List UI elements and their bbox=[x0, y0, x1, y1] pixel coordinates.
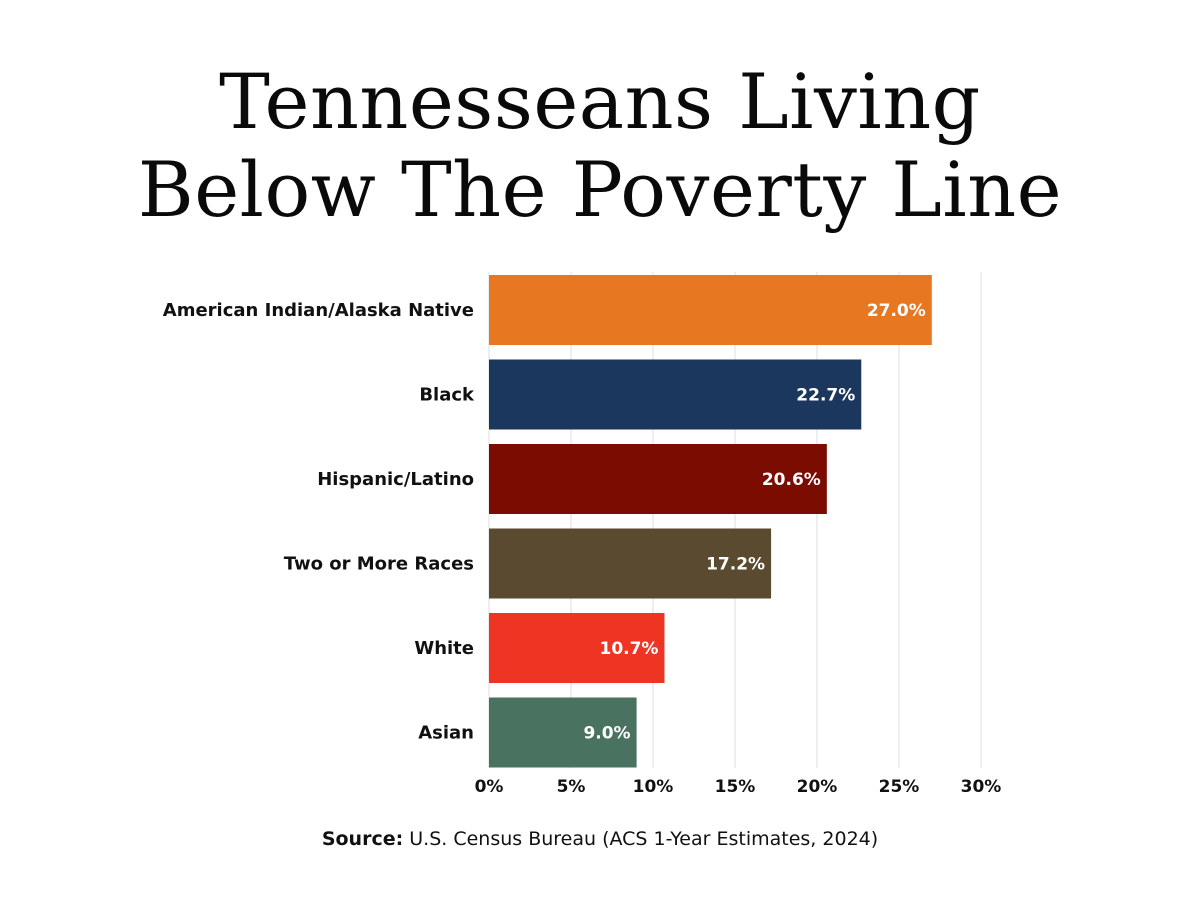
value-label-4: 10.7% bbox=[599, 639, 658, 659]
category-label-1: Black bbox=[419, 385, 475, 406]
gridlines bbox=[488, 272, 982, 768]
bar-5 bbox=[489, 697, 637, 768]
chart-title-line-1: Tennesseans Living bbox=[219, 57, 981, 146]
bar-4 bbox=[489, 613, 665, 683]
bar-0 bbox=[489, 275, 932, 345]
category-label-4: White bbox=[414, 638, 474, 659]
value-label-0: 27.0% bbox=[867, 301, 926, 321]
chart-title-line-2: Below The Poverty Line bbox=[137, 145, 1063, 234]
bar-2 bbox=[489, 444, 827, 514]
value-label-2: 20.6% bbox=[762, 470, 821, 490]
value-label-5: 9.0% bbox=[583, 724, 630, 744]
x-tick-label-15: 15% bbox=[715, 777, 756, 797]
source-note: Source: U.S. Census Bureau (ACS 1-Year E… bbox=[0, 828, 1200, 850]
x-tick-label-5: 5% bbox=[557, 777, 586, 797]
category-label-0: American Indian/Alaska Native bbox=[163, 300, 474, 321]
chart-title: Tennesseans Living Below The Poverty Lin… bbox=[0, 58, 1200, 234]
bar-3 bbox=[489, 528, 772, 599]
category-label-2: Hispanic/Latino bbox=[317, 469, 474, 490]
bars bbox=[489, 275, 932, 768]
labels: 0% 5% 10% 15% 20% 25% 30% 27.0% American Indian/… bbox=[163, 300, 1002, 797]
category-label-3: Two or More Races bbox=[284, 554, 474, 575]
x-tick-label-25: 25% bbox=[879, 777, 920, 797]
x-tick-label-20: 20% bbox=[797, 777, 838, 797]
x-tick-label-10: 10% bbox=[633, 777, 674, 797]
x-tick-label-0: 0% bbox=[475, 777, 504, 797]
value-label-1: 22.7% bbox=[796, 386, 855, 406]
x-tick-label-30: 30% bbox=[961, 777, 1002, 797]
source-text: U.S. Census Bureau (ACS 1-Year Estimates… bbox=[403, 828, 879, 850]
value-label-3: 17.2% bbox=[706, 555, 765, 575]
source-label: Source: bbox=[321, 828, 404, 850]
category-label-5: Asian bbox=[418, 723, 474, 744]
bar-1 bbox=[489, 359, 862, 430]
